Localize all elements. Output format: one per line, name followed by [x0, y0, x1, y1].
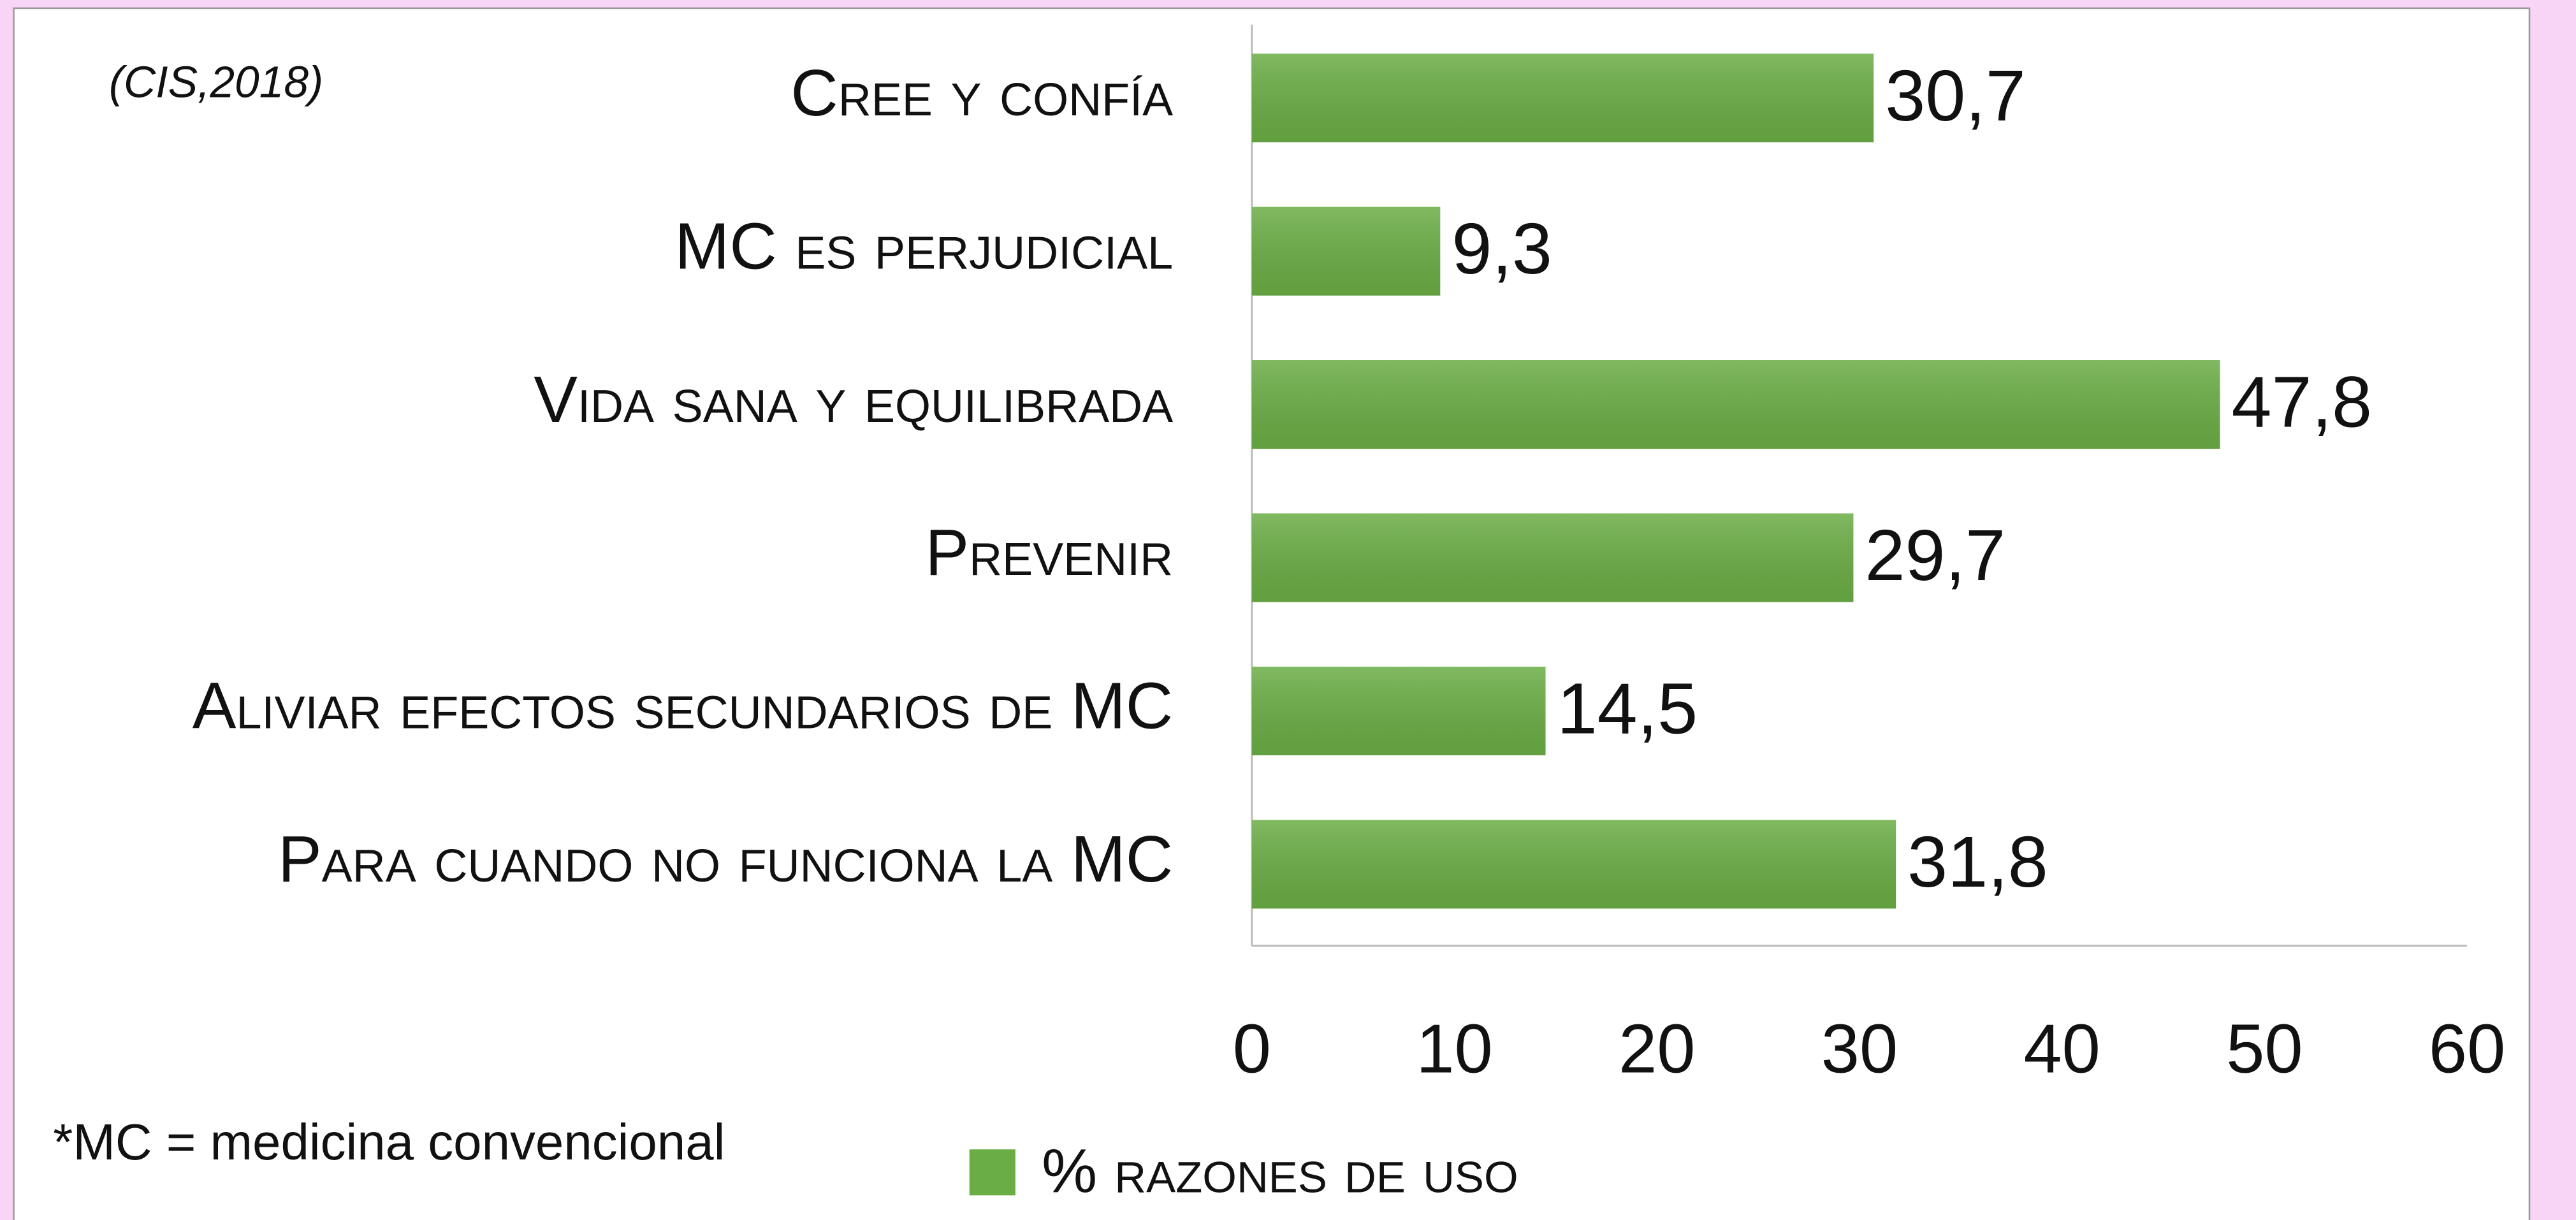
- legend-swatch: [969, 1149, 1015, 1196]
- bar-shade: [1251, 666, 1546, 755]
- panel: [13, 7, 2531, 1220]
- x-tick-label: 60: [2429, 1010, 2505, 1087]
- bar-shade: [1251, 207, 1441, 296]
- value-label: 47,8: [2232, 362, 2373, 443]
- bar-shade: [1251, 820, 1896, 909]
- source: (CIS,2018): [109, 57, 323, 106]
- y-tick-label: Cree y confía: [790, 56, 1173, 129]
- y-tick-label: Para cuando no funciona la MC: [278, 822, 1173, 896]
- y-tick-label: Aliviar efectos secundarios de MC: [193, 669, 1173, 743]
- legend-label: % razones de uso: [1042, 1135, 1518, 1205]
- note: *MC = medicina convencional: [53, 1114, 725, 1170]
- value-label: 14,5: [1557, 669, 1698, 750]
- value-label: 9,3: [1452, 208, 1552, 289]
- bar-shade: [1251, 360, 2220, 449]
- bar-shade: [1251, 513, 1854, 602]
- value-label: 30,7: [1885, 55, 2026, 136]
- y-tick-label: Prevenir: [925, 516, 1173, 589]
- value-label: 29,7: [1865, 515, 2005, 596]
- x-tick-label: 10: [1416, 1010, 1492, 1087]
- y-tick-label: MC es perjudicial: [675, 209, 1174, 282]
- x-tick-label: 30: [1821, 1010, 1898, 1087]
- x-tick-label: 0: [1233, 1010, 1271, 1087]
- value-label: 31,8: [1907, 822, 2048, 903]
- x-tick-label: 20: [1619, 1010, 1695, 1087]
- y-tick-label: Vida sana y equilibrada: [534, 363, 1173, 436]
- x-tick-label: 50: [2226, 1010, 2303, 1087]
- x-tick-label: 40: [2024, 1010, 2100, 1087]
- bar-shade: [1251, 54, 1874, 143]
